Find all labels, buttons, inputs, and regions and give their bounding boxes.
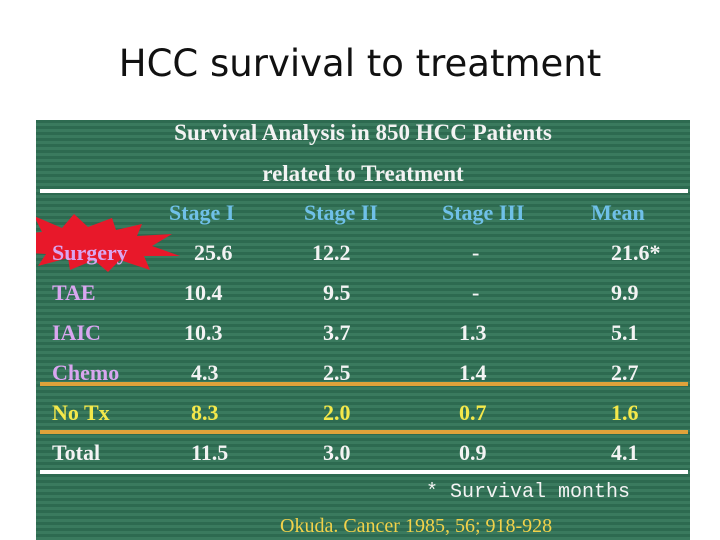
footnote-survival-months: * Survival months — [426, 481, 631, 504]
row-label-iaic: IAIC — [52, 320, 101, 345]
row-separator-orange-2 — [40, 430, 688, 434]
row-label-tae: TAE — [52, 280, 96, 305]
table-bottom-divider — [40, 470, 688, 474]
cell-tae-stage-2: 9.5 — [323, 280, 351, 305]
cell-surgery-stage-3: - — [472, 240, 480, 265]
column-header-mean: Mean — [591, 200, 645, 225]
cell-tae-stage-3: - — [472, 280, 480, 305]
cell-total-stage-1: 11.5 — [191, 440, 229, 465]
cell-surgery-mean: 21.6* — [611, 240, 661, 265]
cell-total-stage-3: 0.9 — [459, 440, 487, 465]
cell-chemo-mean: 2.7 — [611, 360, 639, 385]
row-separator-orange-1 — [40, 382, 688, 386]
cell-tae-stage-1: 10.4 — [184, 280, 223, 305]
cell-iaic-stage-1: 10.3 — [184, 320, 223, 345]
cell-iaic-stage-2: 3.7 — [323, 320, 351, 345]
row-label-surgery: Surgery — [52, 240, 128, 265]
cell-chemo-stage-1: 4.3 — [191, 360, 219, 385]
table-heading-line1: Survival Analysis in 850 HCC Patients — [174, 120, 552, 145]
cell-surgery-stage-2: 12.2 — [312, 240, 351, 265]
slide-title: HCC survival to treatment — [118, 42, 602, 85]
citation: Okuda. Cancer 1985, 56; 918-928 — [280, 515, 553, 537]
cell-no-tx-stage-2: 2.0 — [323, 400, 351, 425]
table-heading-line2: related to Treatment — [262, 161, 464, 186]
heading-divider — [40, 189, 688, 193]
row-label-chemo: Chemo — [52, 360, 120, 385]
column-header-stage-1: Stage I — [169, 200, 235, 225]
cell-no-tx-mean: 1.6 — [611, 400, 639, 425]
cell-chemo-stage-2: 2.5 — [323, 360, 351, 385]
row-label-no-tx: No Tx — [52, 400, 110, 425]
cell-no-tx-stage-3: 0.7 — [459, 400, 487, 425]
red-starburst-icon — [36, 214, 180, 272]
cell-chemo-stage-3: 1.4 — [459, 360, 487, 385]
cell-no-tx-stage-1: 8.3 — [191, 400, 219, 425]
column-header-stage-2: Stage II — [304, 200, 378, 225]
cell-iaic-stage-3: 1.3 — [459, 320, 487, 345]
cell-tae-mean: 9.9 — [611, 280, 639, 305]
cell-iaic-mean: 5.1 — [611, 320, 639, 345]
cell-total-stage-2: 3.0 — [323, 440, 351, 465]
cell-total-mean: 4.1 — [611, 440, 639, 465]
cell-surgery-stage-1: 25.6 — [194, 240, 233, 265]
survival-table-panel: Survival Analysis in 850 HCC Patients re… — [36, 120, 690, 540]
row-label-total: Total — [52, 440, 101, 465]
column-header-stage-3: Stage III — [442, 200, 525, 225]
